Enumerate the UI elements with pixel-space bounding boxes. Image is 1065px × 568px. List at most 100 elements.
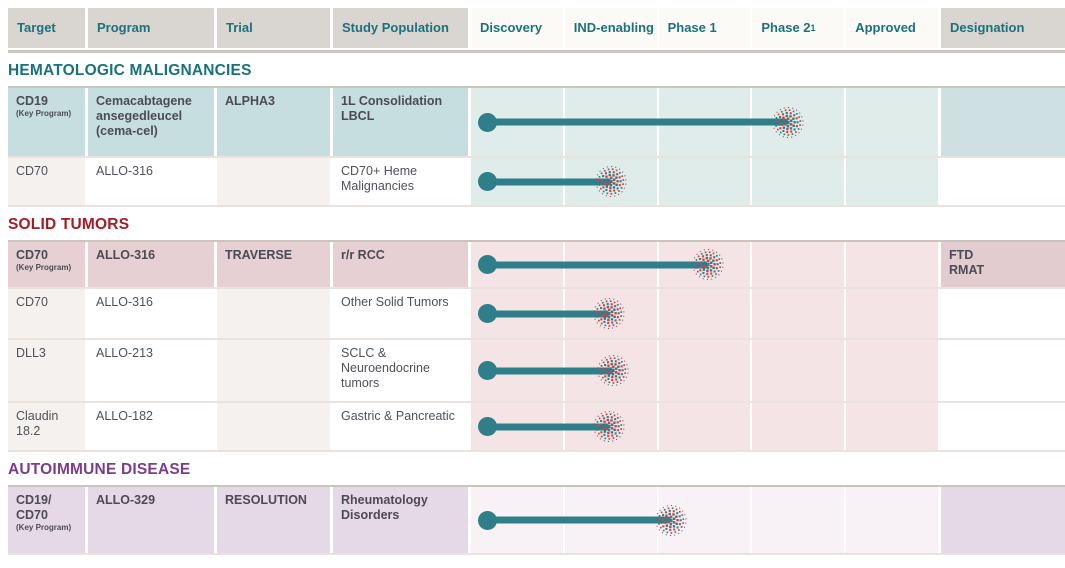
target-cell: CD19/ CD70 (Key Program) (8, 487, 85, 553)
target-label: CD70 (16, 248, 48, 262)
designation-cell (941, 289, 1065, 338)
bar-start-dot-icon (478, 255, 497, 274)
trial-cell: TRAVERSE (217, 242, 330, 287)
study-population-cell: Gastric & Pancreatic (341, 409, 455, 423)
trial-cell: ALPHA3 (217, 88, 330, 156)
key-program-note: (Key Program) (16, 109, 72, 118)
cell-burst-icon (771, 105, 805, 139)
section-title-hematologic: HEMATOLOGIC MALIGNANCIES (8, 62, 252, 79)
trial-cell (217, 158, 330, 205)
progress-bar (478, 248, 724, 281)
designation-cell (941, 487, 1065, 553)
target-cell: CD19 (Key Program) (8, 88, 85, 156)
pipeline-row-allo-316-solid: CD70 ALLO-316 Other Solid Tumors (8, 289, 1065, 340)
target-label: CD70 (16, 295, 48, 309)
program-cell: Cemacabtagene ansegedleucel (cema-cel) (88, 88, 214, 156)
cell-burst-icon (691, 248, 725, 282)
header-phase-1: Phase 1 (658, 8, 751, 48)
target-label: CD19 (16, 94, 48, 108)
pipeline-table: Target Program Trial Study Population Di… (8, 8, 1065, 555)
cell-burst-icon (592, 410, 626, 444)
target-cell: Claudin 18.2 (8, 403, 85, 450)
bar-start-dot-icon (478, 361, 497, 380)
table-header: Target Program Trial Study Population Di… (8, 8, 1065, 48)
cell-burst-icon (594, 165, 628, 199)
program-cell: ALLO-316 (96, 164, 153, 178)
study-population-cell: r/r RCC (333, 242, 468, 287)
header-approved: Approved (846, 8, 938, 48)
bar-start-dot-icon (478, 417, 497, 436)
phase-track (471, 487, 938, 553)
header-study-population: Study Population (333, 8, 468, 48)
pipeline-row-traverse: CD70 (Key Program) ALLO-316 TRAVERSE r/r… (8, 242, 1065, 289)
bar-start-dot-icon (478, 172, 497, 191)
program-cell: ALLO-213 (96, 346, 153, 360)
phase-track (471, 340, 938, 401)
header-discovery: Discovery (471, 8, 563, 48)
pipeline-row-resolution: CD19/ CD70 (Key Program) ALLO-329 RESOLU… (8, 487, 1065, 555)
phase-track (471, 88, 938, 156)
designation-cell: FTD RMAT (941, 242, 1065, 287)
progress-bar (478, 297, 625, 330)
target-cell: DLL3 (8, 340, 85, 401)
trial-cell (217, 340, 330, 401)
study-population-cell: Rheumatology Disorders (333, 487, 468, 553)
program-cell: ALLO-182 (96, 409, 153, 423)
cell-burst-icon (596, 354, 630, 388)
header-designation: Designation (941, 8, 1065, 48)
progress-bar (478, 410, 625, 443)
header-program: Program (88, 8, 214, 48)
target-label: CD19/ CD70 (16, 493, 52, 522)
target-label: CD70 (16, 164, 48, 178)
program-cell: ALLO-329 (88, 487, 214, 553)
target-label: DLL3 (16, 346, 46, 360)
study-population-cell: SCLC & Neuroendocrine tumors (341, 346, 430, 390)
trial-cell (217, 289, 330, 338)
trial-cell (217, 403, 330, 450)
progress-bar (478, 504, 687, 536)
bar-start-dot-icon (478, 112, 497, 132)
cell-burst-icon (592, 297, 626, 331)
pipeline-row-cema-cel: CD19 (Key Program) Cemacabtagene anseged… (8, 88, 1065, 158)
phase-track (471, 242, 938, 287)
progress-bar (478, 354, 629, 387)
target-cell: CD70 (8, 158, 85, 205)
trial-cell: RESOLUTION (217, 487, 330, 553)
section-autoimmune: CD19/ CD70 (Key Program) ALLO-329 RESOLU… (8, 485, 1065, 555)
section-solid-tumors: CD70 (Key Program) ALLO-316 TRAVERSE r/r… (8, 240, 1065, 452)
designation-cell (941, 158, 1065, 205)
progress-bar (478, 165, 627, 198)
section-title-solid-tumors: SOLID TUMORS (8, 216, 130, 233)
bar-start-dot-icon (478, 510, 497, 530)
pipeline-row-allo-213: DLL3 ALLO-213 SCLC & Neuroendocrine tumo… (8, 340, 1065, 403)
phase-track (471, 158, 938, 205)
cell-burst-icon (654, 503, 688, 537)
pipeline-row-allo-316-heme: CD70 ALLO-316 CD70+ Heme Malignancies (8, 158, 1065, 207)
header-target: Target (8, 8, 85, 48)
bar-start-dot-icon (478, 304, 497, 323)
target-cell: CD70 (8, 289, 85, 338)
study-population-cell: 1L Consolidation LBCL (333, 88, 468, 156)
phase-2-label: Phase 2 (761, 20, 811, 36)
header-divider (8, 50, 1065, 53)
designation-cell (941, 340, 1065, 401)
phase-track (471, 289, 938, 338)
study-population-cell: CD70+ Heme Malignancies (341, 164, 418, 193)
pipeline-row-allo-182: Claudin 18.2 ALLO-182 Gastric & Pancreat… (8, 403, 1065, 452)
header-ind-enabling: IND-enabling (564, 8, 657, 48)
header-trial: Trial (217, 8, 330, 48)
key-program-note: (Key Program) (16, 263, 72, 272)
phase-track (471, 403, 938, 450)
study-population-cell: Other Solid Tumors (341, 295, 449, 309)
key-program-note: (Key Program) (16, 523, 72, 532)
section-title-autoimmune: AUTOIMMUNE DISEASE (8, 461, 191, 478)
target-label: Claudin 18.2 (16, 409, 59, 438)
progress-bar (478, 106, 804, 138)
program-cell: ALLO-316 (88, 242, 214, 287)
target-cell: CD70 (Key Program) (8, 242, 85, 287)
section-hematologic: CD19 (Key Program) Cemacabtagene anseged… (8, 86, 1065, 207)
designation-cell (941, 403, 1065, 450)
designation-cell (941, 88, 1065, 156)
